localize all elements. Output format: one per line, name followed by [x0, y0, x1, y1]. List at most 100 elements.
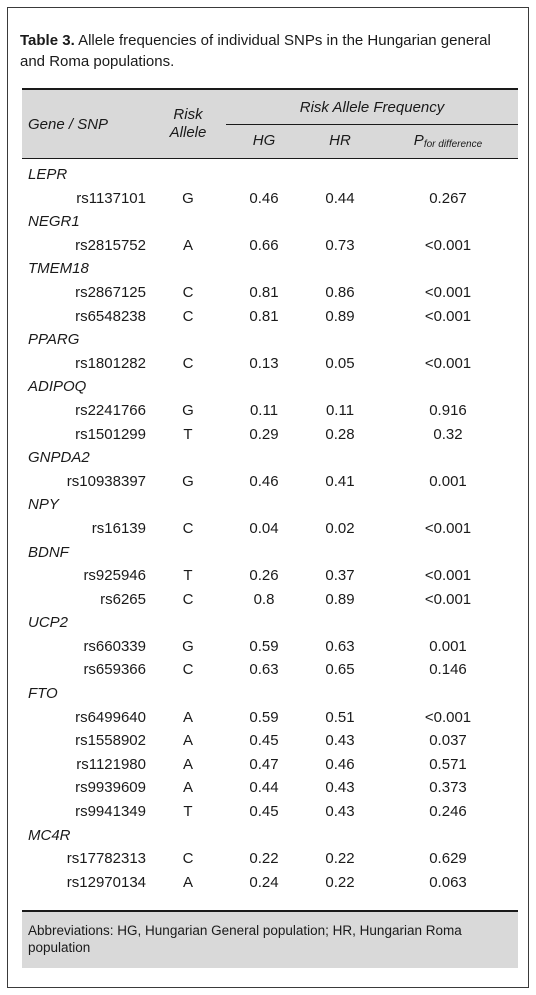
risk-allele: C: [182, 283, 194, 301]
risk-allele: T: [183, 567, 193, 585]
p-value: 0.246: [429, 803, 467, 821]
snp-row: rs1558902 A 0.45 0.43 0.037: [22, 729, 518, 753]
snp-id: rs6499640: [75, 708, 146, 726]
risk-allele: G: [182, 637, 194, 655]
p-value: 0.063: [429, 873, 467, 891]
p-value: 0.916: [429, 401, 467, 419]
snp-id: rs16139: [91, 519, 146, 537]
hg-frequency: 0.59: [249, 637, 279, 655]
snp-id: rs6548238: [75, 307, 146, 325]
hg-frequency: 0.46: [249, 472, 279, 490]
hr-frequency: 0.05: [325, 354, 355, 372]
header-gene-snp: Gene / SNP: [28, 116, 109, 133]
gene-row: TMEM18: [28, 260, 89, 278]
risk-allele: G: [182, 189, 194, 207]
snp-row: rs659366 C 0.63 0.65 0.146: [22, 658, 518, 682]
hg-frequency: 0.26: [249, 567, 279, 585]
snp-row: rs1137101 G 0.46 0.44 0.267: [22, 187, 518, 211]
hr-frequency: 0.43: [325, 732, 355, 750]
gene-row: GNPDA2: [28, 449, 90, 467]
snp-row: rs1121980 A 0.47 0.46 0.571: [22, 753, 518, 777]
header-risk-allele: Risk Allele: [152, 106, 224, 142]
snp-id: rs9941349: [75, 803, 146, 821]
header-p-sub: for difference: [423, 139, 483, 150]
snp-id: rs10938397: [66, 472, 146, 490]
p-value: 0.001: [429, 637, 467, 655]
gene-row: FTO: [28, 685, 58, 703]
hg-frequency: 0.59: [249, 708, 279, 726]
hr-frequency: 0.41: [325, 472, 355, 490]
snp-id: rs6265: [100, 590, 146, 608]
hr-frequency: 0.11: [325, 401, 355, 419]
hr-frequency: 0.86: [325, 283, 355, 301]
hg-frequency: 0.66: [249, 236, 279, 254]
snp-id: rs925946: [83, 567, 146, 585]
hr-frequency: 0.51: [325, 708, 355, 726]
hr-frequency: 0.43: [325, 803, 355, 821]
header-risk-allele-line2: Allele: [169, 124, 207, 141]
snp-id: rs9939609: [75, 779, 146, 797]
snp-row: rs2815752 A 0.66 0.73 <0.001: [22, 234, 518, 258]
snp-row: rs1801282 C 0.13 0.05 <0.001: [22, 352, 518, 376]
risk-allele: A: [182, 732, 193, 750]
risk-allele: A: [182, 236, 193, 254]
snp-row: rs660339 G 0.59 0.63 0.001: [22, 635, 518, 659]
table-label: Table 3.: [20, 32, 75, 49]
snp-id: rs2867125: [75, 283, 146, 301]
p-value: 0.001: [429, 472, 467, 490]
header-p-main: P: [413, 132, 424, 149]
snp-row: rs16139 C 0.04 0.02 <0.001: [22, 517, 518, 541]
p-value: <0.001: [424, 307, 472, 325]
risk-allele: C: [182, 519, 194, 537]
p-value: <0.001: [424, 708, 472, 726]
table-frame: [7, 7, 529, 988]
hr-frequency: 0.22: [325, 850, 355, 868]
snp-id: rs1801282: [75, 354, 146, 372]
snp-row: rs2241766 G 0.11 0.11 0.916: [22, 399, 518, 423]
hr-frequency: 0.28: [325, 425, 355, 443]
hg-frequency: 0.81: [249, 283, 279, 301]
risk-allele: C: [182, 354, 194, 372]
hg-frequency: 0.11: [249, 401, 279, 419]
snp-row: rs2867125 C 0.81 0.86 <0.001: [22, 281, 518, 305]
snp-id: rs660339: [83, 637, 146, 655]
snp-row: rs12970134 A 0.24 0.22 0.063: [22, 871, 518, 895]
hr-frequency: 0.43: [325, 779, 355, 797]
header-hg: HG: [252, 132, 276, 149]
hg-frequency: 0.45: [249, 732, 279, 750]
hr-frequency: 0.44: [325, 189, 355, 207]
risk-allele: A: [182, 779, 193, 797]
hg-frequency: 0.44: [249, 779, 279, 797]
gene-row: NEGR1: [28, 213, 80, 231]
hr-frequency: 0.89: [325, 307, 355, 325]
gene-row: ADIPOQ: [28, 378, 87, 396]
hg-frequency: 0.22: [249, 850, 279, 868]
p-value: 0.267: [429, 189, 467, 207]
p-value: 0.146: [429, 661, 467, 679]
p-value: <0.001: [424, 283, 472, 301]
hg-frequency: 0.46: [249, 189, 279, 207]
snp-row: rs10938397 G 0.46 0.41 0.001: [22, 470, 518, 494]
hr-frequency: 0.46: [325, 755, 355, 773]
hr-frequency: 0.02: [325, 519, 355, 537]
hg-frequency: 0.29: [249, 425, 279, 443]
hg-frequency: 0.13: [249, 354, 279, 372]
p-value: 0.037: [429, 732, 467, 750]
table-header: Gene / SNP Risk Allele Risk Allele Freque…: [22, 88, 518, 159]
p-value: 0.32: [433, 425, 463, 443]
hr-frequency: 0.22: [325, 873, 355, 891]
p-value: <0.001: [424, 590, 472, 608]
risk-allele: C: [182, 661, 194, 679]
header-p-for-difference: Pfor difference: [378, 132, 518, 150]
risk-allele: C: [182, 850, 194, 868]
table-footnote: Abbreviations: HG, Hungarian General pop…: [22, 910, 518, 968]
gene-row: PPARG: [28, 331, 80, 349]
table-body: LEPR rs1137101 G 0.46 0.44 0.267 NEGR1 rs281575…: [22, 159, 518, 894]
snp-row: rs6265 C 0.8 0.89 <0.001: [22, 588, 518, 612]
snp-id: rs659366: [83, 661, 146, 679]
caption-text: Allele frequencies of individual SNPs in…: [20, 32, 491, 70]
hr-frequency: 0.73: [325, 236, 355, 254]
p-value: 0.373: [429, 779, 467, 797]
gene-row: UCP2: [28, 614, 69, 632]
snp-row: rs6499640 A 0.59 0.51 <0.001: [22, 706, 518, 730]
